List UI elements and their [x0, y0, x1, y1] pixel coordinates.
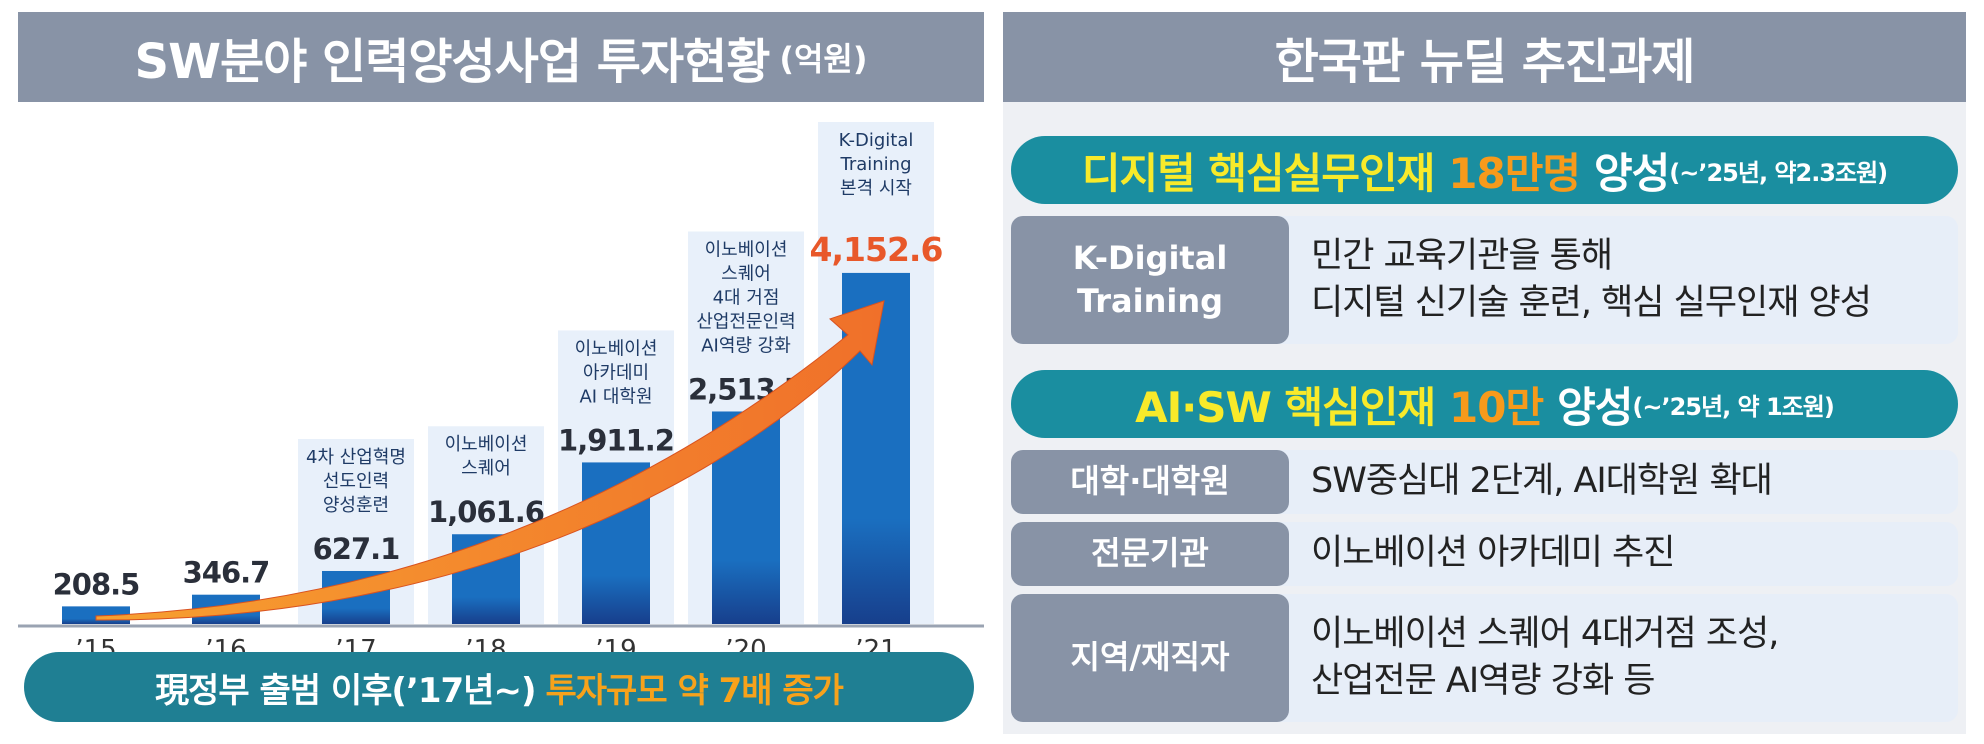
investment-title-unit: (억원) — [779, 40, 868, 78]
banner-prefix: 現정부 출범 이후(’17년~) — [155, 670, 536, 711]
row-k-digital-training: K-Digital Training 민간 교육기관을 통해 디지털 신기술 훈… — [1011, 216, 1958, 344]
annotation-text: 양성훈련 — [323, 495, 389, 516]
investment-summary-banner: 現정부 출범 이후(’17년~) 투자규모 약 7배 증가 — [24, 652, 974, 722]
bar-value-label: 346.7 — [183, 556, 270, 590]
row-regional-workers: 지역/재직자 이노베이션 스퀘어 4대거점 조성, 산업전문 AI역량 강화 등 — [1011, 594, 1958, 722]
row-label-line: 전문기관 — [1091, 534, 1209, 573]
growth-arrow — [95, 300, 885, 621]
row-label-line: 대학·대학원 — [1070, 462, 1230, 501]
row-label: 전문기관 — [1011, 522, 1289, 586]
annotation-text: 스퀘어 — [461, 458, 511, 479]
annotation-text: 본격 시작 — [840, 178, 912, 199]
investment-panel: SW분야 인력양성사업 투자현황 (억원) 208.5’15 346.7’16 4차… — [18, 12, 984, 734]
row-label-line: 지역/재직자 — [1070, 638, 1230, 677]
annotation-text: 아카데미 — [583, 362, 649, 383]
row-text-line: SW중심대 2단계, AI대학원 확대 — [1311, 461, 1773, 502]
new-deal-panel: 한국판 뉴딜 추진과제 디지털 핵심실무인재 18만명 양성 (~’25년, 약… — [1003, 12, 1966, 734]
annotation-text: AI 대학원 — [579, 386, 652, 407]
annotation-text: 이노베이션 — [705, 239, 788, 260]
row-description: 이노베이션 스퀘어 4대거점 조성, 산업전문 AI역량 강화 등 — [1311, 594, 1948, 722]
row-label-line: Training — [1076, 282, 1224, 320]
bar-value-label: 627.1 — [313, 532, 400, 566]
investment-title-bar: SW분야 인력양성사업 투자현황 (억원) — [18, 12, 984, 102]
row-specialized-institution: 전문기관 이노베이션 아카데미 추진 — [1011, 522, 1958, 586]
row-label: 지역/재직자 — [1011, 594, 1289, 722]
section2-title: AI·SW 핵심인재 — [1135, 382, 1436, 432]
bar-value-label: 1,911.2 — [558, 423, 674, 457]
row-label: K-Digital Training — [1011, 216, 1289, 344]
row-university: 대학·대학원 SW중심대 2단계, AI대학원 확대 — [1011, 450, 1958, 514]
annotation-text: AI역량 강화 — [701, 335, 791, 356]
banner-highlight: 투자규모 약 7배 증가 — [545, 670, 844, 711]
section2-budget: (~’25년, 약 1조원) — [1632, 392, 1834, 421]
row-text-line: 디지털 신기술 훈련, 핵심 실무인재 양성 — [1311, 283, 1872, 323]
new-deal-title: 한국판 뉴딜 추진과제 — [1274, 34, 1696, 90]
annotation-text: 4차 산업혁명 — [306, 447, 406, 468]
annotation-text: 이노베이션 — [575, 338, 658, 359]
section-digital-talent-header: 디지털 핵심실무인재 18만명 양성 (~’25년, 약2.3조원) — [1011, 136, 1958, 204]
investment-title: SW분야 인력양성사업 투자현황 — [134, 34, 771, 90]
annotation-text: 산업전문인력 — [696, 311, 795, 332]
row-text-line: 민간 교육기관을 통해 — [1311, 235, 1613, 276]
section2-count: 10만 — [1449, 382, 1544, 432]
new-deal-title-bar: 한국판 뉴딜 추진과제 — [1003, 12, 1966, 102]
section1-verb: 양성 — [1593, 148, 1670, 198]
row-description: SW중심대 2단계, AI대학원 확대 — [1311, 450, 1948, 514]
section2-verb: 양성 — [1557, 382, 1633, 432]
annotation-text: Training — [839, 154, 911, 175]
row-text-line: 이노베이션 아카데미 추진 — [1311, 533, 1675, 574]
annotation-text: K-Digital — [839, 130, 914, 151]
section-ai-sw-talent-header: AI·SW 핵심인재 10만 양성 (~’25년, 약 1조원) — [1011, 370, 1958, 438]
bar-value-label: 4,152.6 — [810, 230, 943, 269]
bar-value-label: 1,061.6 — [428, 495, 544, 529]
row-label-line: K-Digital — [1072, 238, 1228, 277]
row-text-line: 산업전문 AI역량 강화 등 — [1311, 661, 1655, 701]
annotation-text: 이노베이션 — [445, 434, 528, 455]
row-text-line: 이노베이션 스퀘어 4대거점 조성, — [1311, 613, 1779, 654]
section1-count: 18만명 — [1448, 148, 1581, 198]
annotation-text: 4대 거점 — [713, 287, 780, 308]
row-description: 민간 교육기관을 통해 디지털 신기술 훈련, 핵심 실무인재 양성 — [1311, 216, 1948, 344]
section1-budget: (~’25년, 약2.3조원) — [1669, 158, 1888, 187]
row-label: 대학·대학원 — [1011, 450, 1289, 514]
section1-title: 디지털 핵심실무인재 — [1081, 148, 1435, 198]
annotation-text: 선도인력 — [323, 471, 389, 492]
row-description: 이노베이션 아카데미 추진 — [1311, 522, 1948, 586]
bar-value-label: 208.5 — [53, 567, 140, 601]
annotation-text: 스퀘어 — [721, 263, 771, 284]
